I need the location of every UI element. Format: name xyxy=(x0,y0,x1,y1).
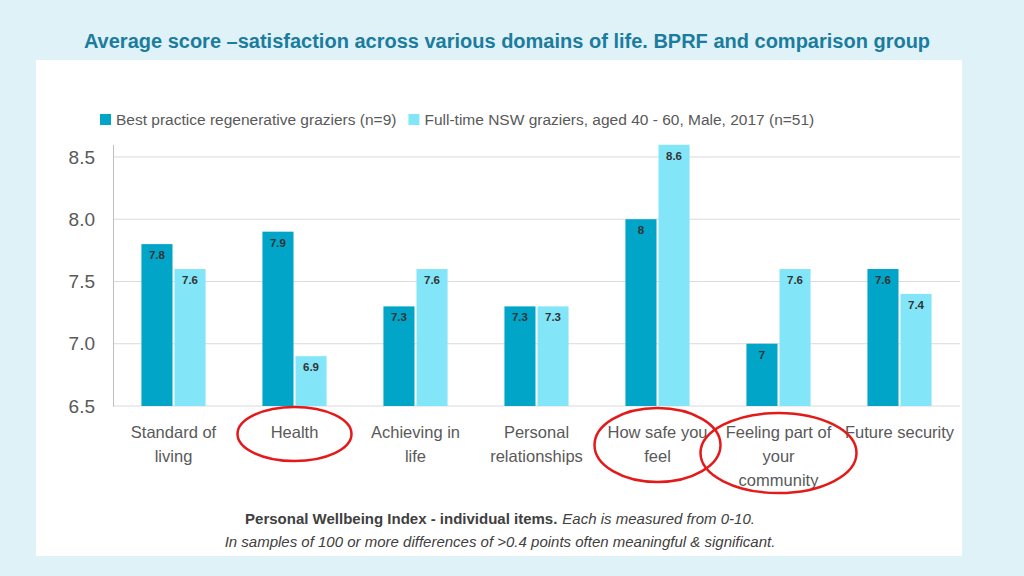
legend-label: Full-time NSW graziers, aged 40 - 60, Ma… xyxy=(424,111,814,128)
legend-item: Best practice regenerative graziers (n=9… xyxy=(100,111,396,128)
data-label: 7 xyxy=(759,349,765,361)
bar xyxy=(174,269,205,406)
bar xyxy=(383,306,414,406)
grid-line xyxy=(113,406,960,407)
tick: 6.5 xyxy=(69,396,113,417)
category-label: Standard ofliving xyxy=(131,423,217,465)
legend-swatch xyxy=(100,114,111,125)
bar xyxy=(625,219,656,406)
data-label: 7.6 xyxy=(424,274,440,286)
panel xyxy=(36,60,962,556)
legend: Best practice regenerative graziers (n=9… xyxy=(100,111,814,128)
bar xyxy=(504,306,535,406)
x-axis: Standard ofliving Health Achieving inlife P… xyxy=(131,423,955,489)
grid-line xyxy=(113,281,960,282)
data-label: 7.6 xyxy=(875,274,891,286)
data-label: 7.3 xyxy=(391,311,407,323)
annotations: Personal Wellbeing Index - individual it… xyxy=(225,510,776,550)
bar xyxy=(658,145,689,407)
category-label: Feeling part ofyourcommunity xyxy=(726,423,832,489)
y-axis: 6.5 7.0 7.5 8.0 8.5 xyxy=(69,145,114,417)
tick: 7.5 xyxy=(69,271,113,292)
legend-item: Full-time NSW graziers, aged 40 - 60, Ma… xyxy=(408,111,814,128)
footnote: Personal Wellbeing Index - individual it… xyxy=(245,510,755,527)
data-label: 7.9 xyxy=(270,237,286,249)
axis-line xyxy=(113,145,114,407)
title: Average score –satisfaction across vario… xyxy=(84,30,930,52)
tick: Personalrelationships xyxy=(490,423,583,465)
tick: How safe youfeel xyxy=(608,423,708,465)
tick: Health xyxy=(271,423,319,441)
bars xyxy=(141,145,931,407)
tick-label: 8.0 xyxy=(69,209,95,230)
tick-label: 8.5 xyxy=(69,147,95,168)
footnote: In samples of 100 or more differences of… xyxy=(225,533,776,550)
tick: 7.0 xyxy=(69,333,113,354)
highlight-ellipse xyxy=(238,407,352,461)
legend-swatch xyxy=(408,114,419,125)
data-label: 7.8 xyxy=(149,249,166,261)
data-label: 7.3 xyxy=(512,311,528,323)
bar xyxy=(900,294,931,406)
data-label: 8 xyxy=(638,224,645,236)
grid-line xyxy=(113,156,960,157)
highlight-ellipse xyxy=(701,413,857,493)
chart: Average score –satisfaction across vario… xyxy=(0,0,1024,576)
bar xyxy=(746,344,777,406)
bar xyxy=(779,269,810,406)
bar xyxy=(295,356,326,406)
tick: Standard ofliving xyxy=(131,423,217,465)
grid-line xyxy=(113,219,960,220)
tick-label: 7.0 xyxy=(69,333,95,354)
data-labels: 7.8 7.9 7.3 7.3 8 7 7.6 7.6 6.9 7.6 7.3 8.6 7.6 7.4 xyxy=(149,150,925,374)
data-label: 6.9 xyxy=(303,361,319,373)
legend-label: Best practice regenerative graziers (n=9… xyxy=(116,111,396,128)
grid xyxy=(113,157,960,406)
tick: Feeling part ofyourcommunity xyxy=(726,423,832,489)
data-label: 7.6 xyxy=(787,274,803,286)
data-label: 7.6 xyxy=(182,274,198,286)
category-label: Health xyxy=(271,423,319,441)
data-label: 8.6 xyxy=(666,150,682,162)
tick: 8.0 xyxy=(69,209,113,230)
highlights xyxy=(238,407,857,493)
tick: Future security xyxy=(845,423,955,441)
category-label: Personalrelationships xyxy=(490,423,583,465)
data-label: 7.3 xyxy=(545,311,561,323)
bar xyxy=(867,269,898,406)
category-label: Achieving inlife xyxy=(371,423,460,465)
data-label: 7.4 xyxy=(908,299,925,311)
tick-label: 7.5 xyxy=(69,271,95,292)
category-label: Future security xyxy=(845,423,955,441)
footnote-part: Personal Wellbeing Index - individual it… xyxy=(245,510,557,527)
tick: 8.5 xyxy=(69,147,113,168)
bar xyxy=(537,306,568,406)
footnote-part: Each is measured from 0-10. xyxy=(562,510,755,527)
grid-line xyxy=(113,343,960,344)
category-label: How safe youfeel xyxy=(608,423,708,465)
tick-label: 6.5 xyxy=(69,396,95,417)
bar xyxy=(262,232,293,406)
bar xyxy=(416,269,447,406)
tick: Achieving inlife xyxy=(371,423,460,465)
bar xyxy=(141,244,172,406)
